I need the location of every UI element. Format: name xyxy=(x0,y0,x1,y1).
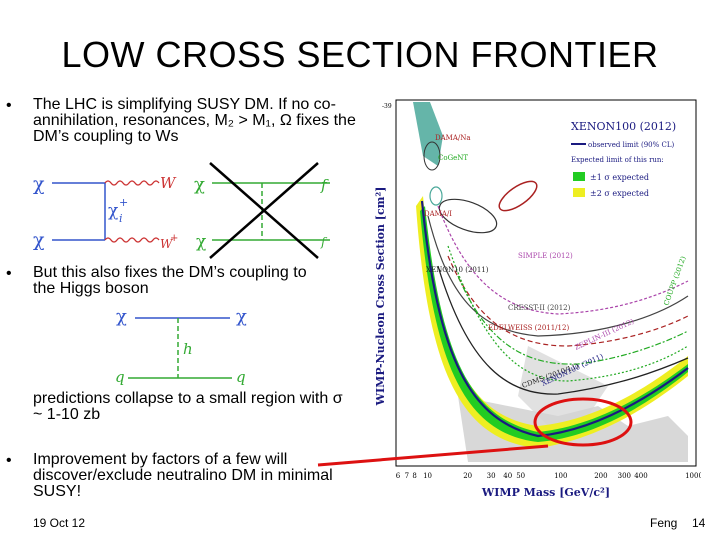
chi-plus-sup: + xyxy=(119,196,128,209)
x-tick-400: 400 xyxy=(634,472,647,480)
y-exp-top: -39 xyxy=(382,103,392,110)
bullet-3-text: Improvement by factors of a few will dis… xyxy=(33,451,333,500)
legend-title: XENON100 (2012) xyxy=(571,120,676,133)
higgs-h-label: h xyxy=(183,340,193,358)
chi-in-top: χ xyxy=(33,173,45,195)
label-cresst: CRESST-II (2012) xyxy=(508,304,571,312)
footer-author: Feng xyxy=(650,516,678,530)
w-bottom-label: W xyxy=(160,237,174,251)
x-tick-10: 10 xyxy=(423,472,432,480)
legend-1sigma: ±1 σ expected xyxy=(590,173,649,182)
q-left-label: q xyxy=(115,368,125,386)
page-number: 14 xyxy=(692,516,706,530)
higgs-chi-left: χ xyxy=(116,306,127,327)
wimp-exclusion-plot: XENON100 (2012) observed limit (90% CL) … xyxy=(368,96,701,508)
chi-plus-sub: i xyxy=(119,212,123,225)
x-tick-50: 50 xyxy=(516,472,525,480)
x-tick-100: 100 xyxy=(554,472,567,480)
legend-expected-title: Expected limit of this run: xyxy=(571,156,664,164)
x-tick-200: 200 xyxy=(594,472,607,480)
bullet-marker-2: • xyxy=(6,265,12,282)
higgs-feynman-diagram: χ χ h q q xyxy=(115,306,247,386)
ww-feynman-diagram: χ χ χ + i W W + χ χ f f xyxy=(33,162,330,259)
x-tick-40: 40 xyxy=(503,472,512,480)
w-top-label: W xyxy=(160,174,177,192)
x-tick-1000: 1000 xyxy=(685,472,701,480)
footer-date: 19 Oct 12 xyxy=(33,516,86,530)
chi-right-top: χ xyxy=(194,174,205,195)
label-dama-i: DAMA/I xyxy=(424,210,452,218)
label-edelweiss: EDELWEISS (2011/12) xyxy=(488,324,569,332)
chi-right-bottom: χ xyxy=(196,232,206,252)
legend-observed: observed limit (90% CL) xyxy=(588,141,674,149)
label-xenon10: XENON10 (2011) xyxy=(426,266,489,274)
x-tick-7: 7 xyxy=(405,472,409,480)
bullet-marker-1: • xyxy=(6,97,12,114)
legend-2sigma: ±2 σ expected xyxy=(590,189,649,198)
x-tick-6: 6 xyxy=(396,472,401,480)
chi-plus: χ xyxy=(108,201,118,221)
label-cogent: CoGeNT xyxy=(438,154,468,162)
x-tick-30: 30 xyxy=(487,472,496,480)
f-top-label: f xyxy=(320,176,329,194)
label-dama-na: DAMA/Na xyxy=(435,134,471,142)
bullet-marker-3: • xyxy=(6,452,12,469)
x-tick-8: 8 xyxy=(412,472,416,480)
x-tick-20: 20 xyxy=(463,472,472,480)
x-axis-label: WIMP Mass [GeV/c²] xyxy=(481,486,610,499)
y-axis-label: WIMP-Nucleon Cross Section [cm²] xyxy=(374,187,387,407)
label-simple: SIMPLE (2012) xyxy=(518,252,573,260)
q-right-label: q xyxy=(236,368,246,386)
f-bottom-label: f xyxy=(320,235,328,249)
chi-in-bottom: χ xyxy=(33,229,45,251)
bullet-1-text: The LHC is simplifying SUSY DM. If no co… xyxy=(33,96,356,145)
bullet-2-text: But this also fixes the DM’s coupling to… xyxy=(33,264,307,297)
higgs-chi-right: χ xyxy=(236,306,247,327)
slide-title: LOW CROSS SECTION FRONTIER xyxy=(61,34,659,75)
bullet-2-continuation: predictions collapse to a small region w… xyxy=(33,390,343,423)
x-tick-300: 300 xyxy=(618,472,631,480)
x-tick-labels: 6 7 8 10 20 30 40 50 100 200 300 400 1000 xyxy=(396,472,701,480)
w-bottom-sup: + xyxy=(170,233,178,244)
